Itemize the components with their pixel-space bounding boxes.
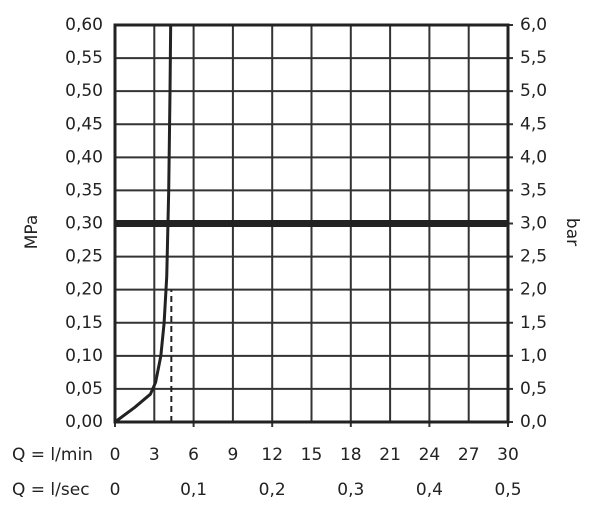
- x2-tick-label: 0,5: [494, 480, 521, 500]
- x-axis-label: Q = l/min: [12, 445, 93, 465]
- x-tick-label: 3: [149, 445, 160, 465]
- x-tick-label: 18: [340, 445, 362, 465]
- y2-tick-label: 3,5: [520, 180, 547, 200]
- y-tick-label: 0,40: [65, 147, 103, 167]
- x-tick-label: 15: [301, 445, 323, 465]
- y2-tick-label: 6,0: [520, 15, 547, 35]
- y-tick-label: 0,15: [65, 313, 103, 333]
- x-tick-label: 30: [497, 445, 519, 465]
- y2-tick-label: 1,5: [520, 313, 547, 333]
- y-tick-label: 0,35: [65, 180, 103, 200]
- y2-tick-label: 2,5: [520, 247, 547, 267]
- x-tick-label: 12: [261, 445, 283, 465]
- y-tick-label: 0,50: [65, 81, 103, 101]
- y2-tick-label: 4,5: [520, 114, 547, 134]
- y-tick-label: 0,00: [65, 412, 103, 432]
- x-tick-label: 21: [379, 445, 401, 465]
- x-tick-label: 6: [188, 445, 199, 465]
- x2-axis-label: Q = l/sec: [12, 480, 90, 500]
- series-line: [114, 24, 173, 424]
- y-tick-label: 0,25: [65, 247, 103, 267]
- y-tick-label: 0,55: [65, 48, 103, 68]
- y2-tick-label: 4,0: [520, 147, 547, 167]
- x-tick-label: 0: [110, 445, 121, 465]
- y2-tick-label: 1,0: [520, 346, 547, 366]
- y-tick-label: 0,20: [65, 280, 103, 300]
- y-tick-label: 0,60: [65, 15, 103, 35]
- x-tick-label: 27: [458, 445, 480, 465]
- x2-tick-label: 0,1: [180, 480, 207, 500]
- x2-tick-label: 0,4: [416, 480, 443, 500]
- y-tick-label: 0,45: [65, 114, 103, 134]
- y2-tick-label: 2,0: [520, 280, 547, 300]
- x-tick-label: 24: [419, 445, 441, 465]
- y2-tick-label: 0,0: [520, 412, 547, 432]
- y2-axis-label: bar: [562, 218, 582, 246]
- y2-tick-label: 0,5: [520, 379, 547, 399]
- y-tick-label: 0,10: [65, 346, 103, 366]
- y2-tick-label: 5,0: [520, 81, 547, 101]
- x2-tick-label: 0,3: [337, 480, 364, 500]
- x2-tick-label: 0,2: [259, 480, 286, 500]
- y2-tick-label: 5,5: [520, 48, 547, 68]
- y-tick-label: 0,30: [65, 214, 103, 234]
- x-tick-label: 9: [227, 445, 238, 465]
- x2-tick-label: 0: [110, 480, 121, 500]
- y-axis-label: MPa: [22, 215, 42, 250]
- y2-tick-label: 3,0: [520, 214, 547, 234]
- y-tick-label: 0,05: [65, 379, 103, 399]
